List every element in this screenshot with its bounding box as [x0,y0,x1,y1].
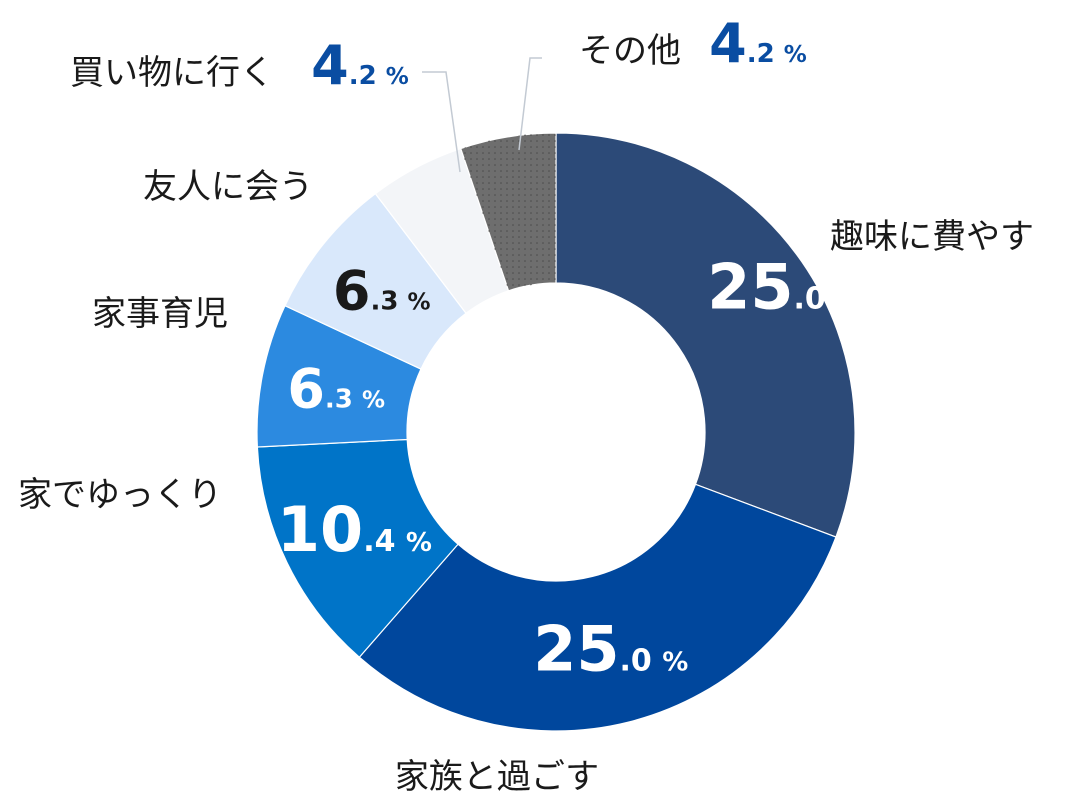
slice-category-label: 家族と過ごす [395,757,599,797]
slice-value-label: 10.4 % [277,493,432,566]
slice-value-label: 6.3 % [287,357,385,420]
slice-value-label: 25.0 % [707,250,862,323]
donut-slice-pattern [460,133,556,291]
slice-category-label: その他 [579,31,681,71]
leader-line [518,57,542,151]
slice-category-label: 買い物に行く [70,53,274,93]
slice-value-label: 6.3 % [333,260,431,323]
slice-value-label: 4.2 % [311,34,409,97]
donut-slice [358,483,837,732]
donut-slice [555,132,856,538]
slice-category-label: 趣味に費やす [830,217,1034,257]
leader-lines [422,57,542,173]
slice-category-label: 家事育児 [92,294,228,334]
slice-value-label: 25.0 % [533,612,688,685]
slice-value-label: 4.2 % [709,12,807,75]
leader-line [422,71,461,173]
donut-slice [256,438,459,659]
chart-slices [256,132,856,732]
slice-category-label: 家でゆっくり [18,475,222,515]
slice-category-label: 友人に会う [143,167,313,207]
